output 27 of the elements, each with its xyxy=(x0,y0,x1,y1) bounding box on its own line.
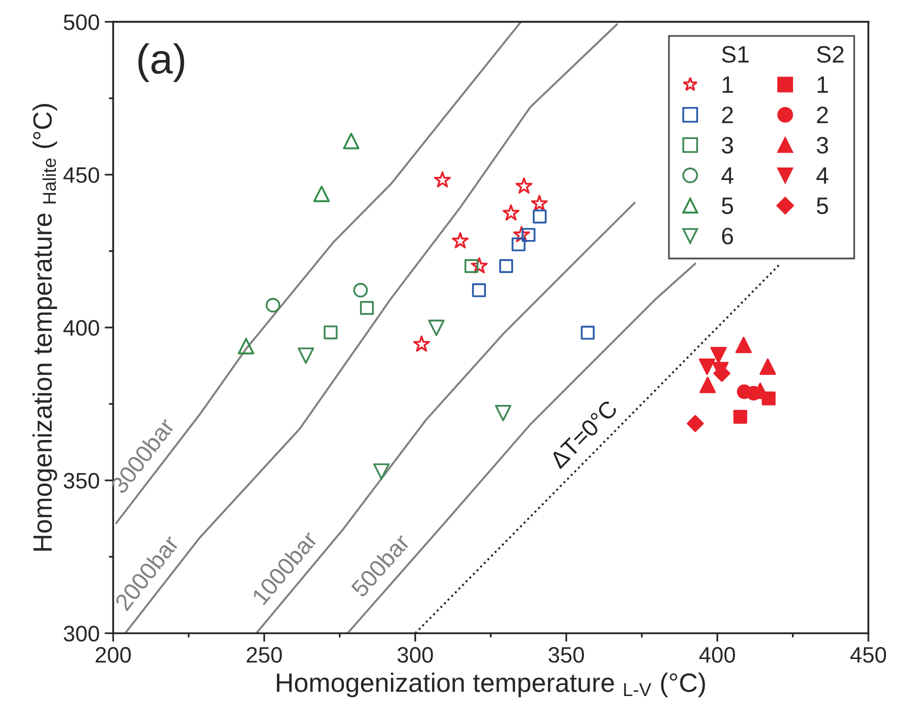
annotation: S1 xyxy=(722,46,749,63)
y-tick-label: 400 xyxy=(63,320,100,336)
x-tick-label: 350 xyxy=(548,647,584,663)
annotation: S2 xyxy=(816,46,844,63)
legend-label: 5 xyxy=(816,198,828,214)
x-tick-label: 400 xyxy=(699,647,735,663)
x-tick-label: 200 xyxy=(96,647,131,663)
x-tick-label: 450 xyxy=(850,647,886,663)
x-tick-label: 250 xyxy=(246,647,282,663)
legend-label: 3 xyxy=(722,136,733,154)
y-tick-label: 450 xyxy=(63,167,100,183)
legend-label: 5 xyxy=(722,198,734,214)
y-tick-label: 300 xyxy=(64,626,100,642)
legend-label: 4 xyxy=(721,167,734,184)
y-tick-label: 350 xyxy=(64,472,100,489)
y-tick-label: 500 xyxy=(64,14,100,30)
x-axis-title: Homogenization temperature $_{L-V}$ (°C) xyxy=(276,672,705,698)
legend-label: 3 xyxy=(816,136,828,154)
legend-label: 1 xyxy=(818,76,828,93)
x-tick-label: 300 xyxy=(398,647,433,663)
legend-label: 2 xyxy=(722,106,733,124)
legend-label: 4 xyxy=(816,167,828,184)
annotation: (a) xyxy=(138,43,184,82)
y-axis-title: Homogenization temperature $_{Halite}$ (°C) xyxy=(32,104,58,551)
legend-label: 6 xyxy=(722,228,733,244)
legend-label: 2 xyxy=(817,106,828,124)
legend-label: 1 xyxy=(722,76,733,93)
